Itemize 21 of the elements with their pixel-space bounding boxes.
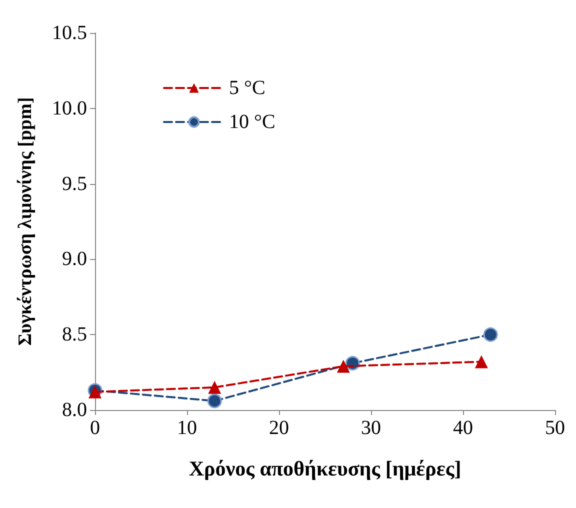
x-tick-label: 0	[90, 417, 100, 439]
x-tick-label: 40	[453, 417, 473, 439]
point	[474, 355, 488, 368]
y-axis-title: Συγκέντρωση λιμονίνης [ppm]	[15, 97, 36, 346]
legend-label: 10 °C	[229, 111, 276, 133]
y-tick-label: 10.0	[52, 97, 87, 120]
y-tick-label: 10.5	[52, 22, 87, 44]
x-tick-label: 10	[177, 417, 197, 439]
y-tick-label: 9.5	[62, 172, 87, 195]
x-tick-label: 20	[269, 417, 289, 439]
point	[208, 380, 222, 394]
x-tick-label: 50	[545, 417, 565, 439]
x-axis-title: Χρόνος αποθήκευσης [ημέρες]	[188, 456, 462, 480]
legend-label: 5 °C	[229, 77, 266, 99]
x-tick-label: 30	[361, 417, 381, 439]
point	[483, 327, 498, 342]
y-tick-label: 8.5	[62, 324, 87, 346]
y-tick-label: 9.0	[62, 248, 87, 270]
y-tick-label: 8.0	[62, 399, 87, 421]
point	[336, 360, 350, 373]
point	[207, 394, 222, 408]
